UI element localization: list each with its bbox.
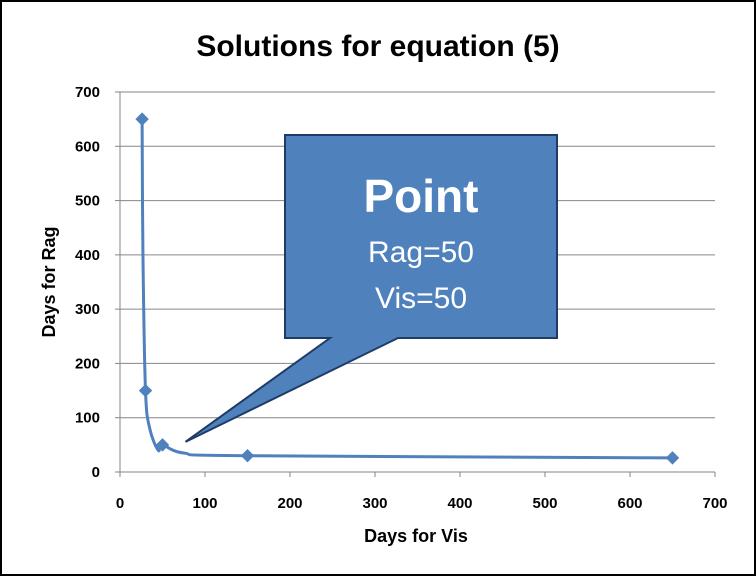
y-axis-title: Days for Rag [39,226,59,337]
data-point-marker [240,449,255,463]
y-tick-label: 700 [75,84,100,101]
x-axis-title: Days for Vis [364,526,468,546]
y-tick-label: 600 [75,138,100,155]
y-tick-label: 0 [92,464,100,481]
x-tick-label: 500 [532,495,557,512]
data-point-marker [135,112,149,126]
axis-layer [115,91,716,477]
chart-title: Solutions for equation (5) [196,30,559,63]
x-tick-label: 0 [116,495,124,512]
label-layer: 0 100 200 300 400 500 600 700 0 100 200 300 400 500 60… [75,84,728,512]
callout-shape [184,134,558,443]
y-tick-label: 200 [75,355,100,372]
callout-annotation: Point Rag=50 Vis=50 [184,134,558,443]
data-point-marker [155,438,170,452]
series-layer [135,112,680,465]
x-tick-label: 300 [362,495,387,512]
series-line [140,119,673,460]
x-tick-label: 100 [192,495,217,512]
y-tick-label: 300 [75,301,100,318]
x-tick-label: 200 [277,495,302,512]
x-tick-label: 600 [617,495,642,512]
y-tick-label: 400 [75,247,100,264]
y-tick-label: 500 [75,193,100,210]
callout-title: Point [364,170,479,222]
y-tick-label: 100 [75,410,100,427]
callout-line-vis: Vis=50 [375,282,467,315]
x-tick-label: 700 [702,495,727,512]
callout-line-rag: Rag=50 [368,236,474,269]
x-tick-label: 400 [447,495,472,512]
data-point-marker [138,383,153,398]
data-point-marker [665,451,680,465]
